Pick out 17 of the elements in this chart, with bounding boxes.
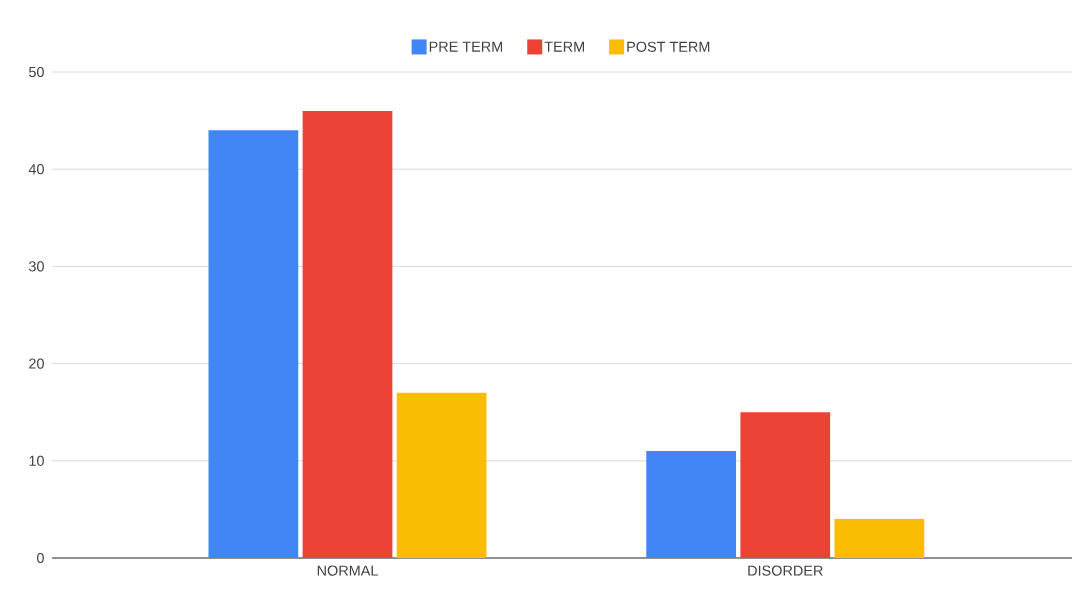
x-tick-label: NORMAL <box>317 565 378 576</box>
y-tick-label: 40 <box>28 164 44 175</box>
legend-label: POST TERM <box>627 41 710 52</box>
y-tick-label: 10 <box>29 455 44 466</box>
legend-label: PRE TERM <box>429 41 503 52</box>
bar <box>396 392 487 558</box>
bar <box>302 110 393 558</box>
bar <box>740 412 831 558</box>
bar <box>834 519 925 558</box>
y-tick-label: 0 <box>37 552 44 564</box>
y-tick-label: 50 <box>28 66 44 78</box>
bar <box>208 130 299 558</box>
y-tick-label: 20 <box>29 358 44 369</box>
x-tick-label: DISORDER <box>748 565 823 576</box>
y-tick-label: 30 <box>28 261 44 272</box>
legend-label: TERM <box>544 41 584 52</box>
bar <box>646 451 737 558</box>
